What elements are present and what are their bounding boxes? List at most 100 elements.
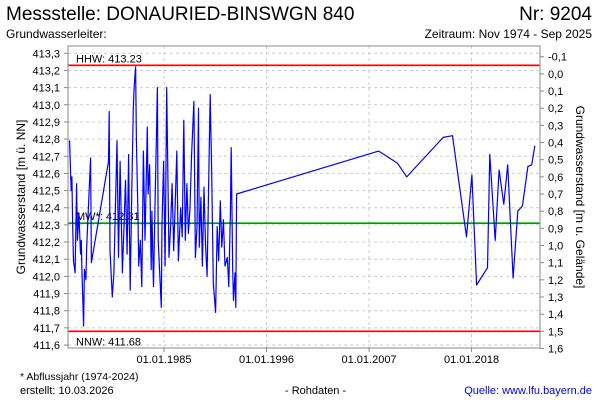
data-point [211,173,213,174]
y-right-tick-label: 0,2 [548,103,563,115]
data-point [224,265,226,267]
data-point [133,87,135,89]
y-tick-label: 413,3 [32,48,60,60]
data-point [156,87,158,89]
created-date: erstellt: 10.03.2026 [20,385,114,397]
station-number: Nr: 9204 [519,4,592,25]
y-right-tick-label: 0,6 [548,172,563,184]
data-point [74,272,76,274]
data-point [111,296,113,298]
data-point [90,157,91,159]
data-point [90,262,92,264]
data-point [118,257,119,258]
data-point [476,284,477,286]
series-line [69,66,536,327]
data-point [143,150,144,152]
data-point [494,239,496,241]
y-tick-label: 411,6 [33,340,60,352]
station-title: Messstelle: DONAURIED-BINSWGN 840 [6,4,355,25]
data-point [186,183,188,185]
y-right-tick-label: 1,5 [548,326,563,338]
data-point [69,140,71,142]
y-axis-label: Grundwasserstand [m ü. NN] [14,120,28,275]
data-point [122,272,123,274]
data-point [208,186,210,188]
data-point [119,161,121,162]
data-point [471,174,473,176]
reference-line-label: HHW: 413.23 [76,53,142,65]
data-point [132,107,134,109]
data-point [139,239,141,241]
data-point [80,239,82,241]
data-point [141,286,143,288]
data-point [168,257,170,258]
data-point [218,260,220,262]
data-point [212,282,214,284]
y-right-tick-label: 1,2 [548,275,563,287]
data-point [86,246,88,248]
data-point [503,203,505,205]
y-tick-label: 412,9 [32,117,60,129]
y-right-tick-label: 0,8 [548,206,563,218]
data-point [154,200,156,202]
x-tick-label: 01.01.1985 [136,354,191,366]
data-point [116,140,118,142]
data-point [146,126,148,128]
y-right-tick-label: 1,1 [548,258,563,270]
data-point [195,257,196,258]
reference-line-label: MW*: 412.31 [76,211,140,223]
data-point [196,226,198,228]
data-point [78,212,80,214]
data-point [115,207,116,209]
data-point [72,226,74,228]
grid [68,46,540,348]
data-point [222,219,224,221]
data-point [126,253,128,255]
data-point [180,207,182,209]
data-point [406,176,408,178]
reference-line-label: NNW: 411.68 [76,336,141,348]
y-right-tick-label: 0,0 [548,69,563,81]
y-right-tick-label: -0,1 [548,52,567,64]
y-right-tick-label: 0,4 [548,138,563,150]
period-label: Zeitraum: Nov 1974 - Sep 2025 [424,27,592,41]
data-point [164,265,166,267]
data-point [136,140,137,142]
data-point [128,154,130,155]
data-point [452,135,453,137]
data-point [531,164,533,166]
data-point [522,205,523,207]
data-point [161,222,163,224]
data-point [131,190,133,191]
data-point [135,66,137,68]
data-point [73,260,74,262]
data-point [177,260,179,262]
data-point [157,239,159,241]
source-link[interactable]: Quelle: www.lfu.bayern.de [464,385,592,397]
y-right-tick-label: 1,3 [548,292,563,304]
data-point [81,272,83,274]
data-point [125,179,126,181]
data-point [221,246,223,248]
x-tick-label: 01.01.1996 [239,354,294,366]
y-right-tick-label: 1,4 [548,309,563,321]
y-tick-label: 413,0 [32,100,60,112]
y-tick-label: 412,2 [32,237,60,249]
data-point [80,253,81,255]
data-point [159,272,161,274]
data-point [151,210,153,212]
data-point [173,250,175,252]
plot-frame [67,45,541,349]
data-point [489,154,491,155]
data-point [203,186,205,188]
data-point [193,100,195,102]
data-point [183,119,185,121]
axes: 413,3 413,2 413,1 413,0 412,9 412,8 412,7 412,6… [32,48,567,366]
data-point [232,269,234,270]
data-point [188,233,189,234]
data-point [206,275,208,277]
data-point [527,166,529,167]
y-right-tick-label: 1,0 [548,240,563,252]
y-tick-label: 412,1 [32,254,60,266]
data-point [171,183,173,185]
